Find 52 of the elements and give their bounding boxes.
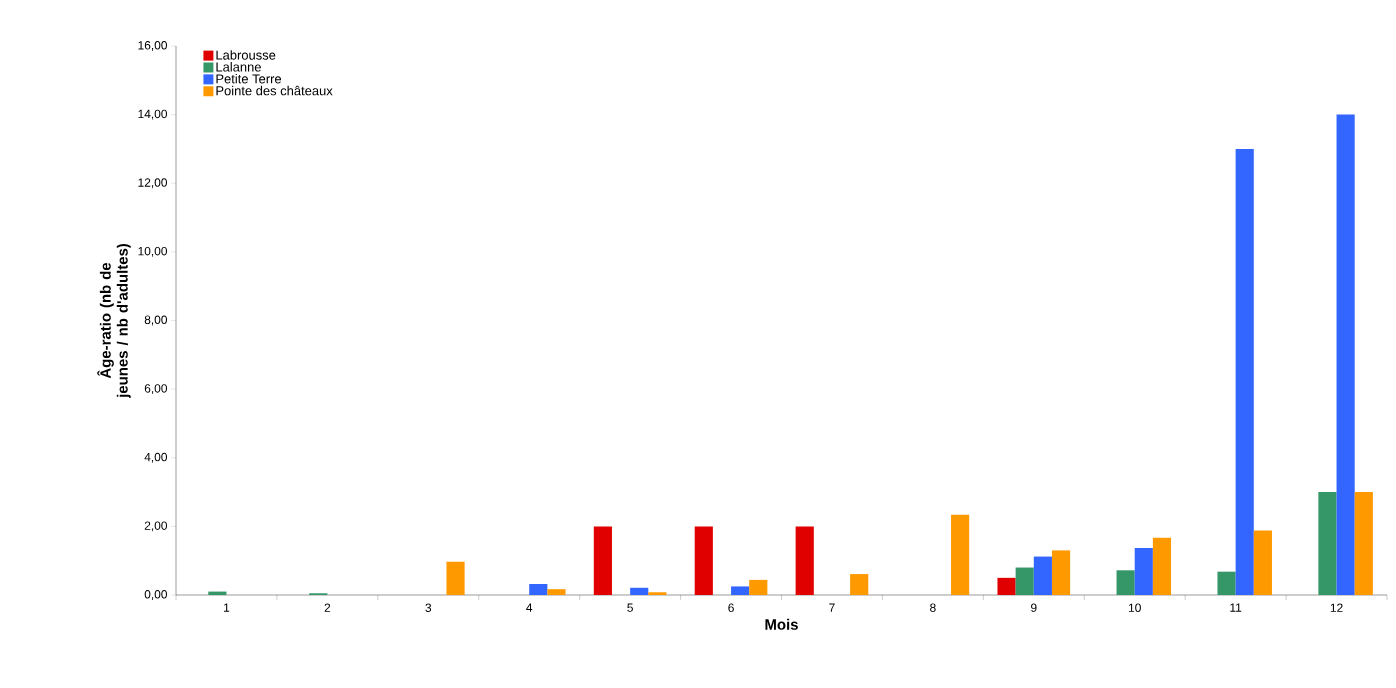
bar <box>1015 567 1034 595</box>
bar <box>795 526 814 595</box>
x-tick-label: 10 <box>1128 603 1141 612</box>
bar <box>1217 571 1236 595</box>
x-tick-label: 1 <box>224 603 230 612</box>
bar <box>731 586 750 595</box>
bar <box>1134 547 1153 595</box>
bar <box>648 592 667 595</box>
bar <box>1116 570 1135 595</box>
bar <box>749 579 768 595</box>
x-tick-label: 11 <box>1230 603 1242 612</box>
x-tick-label: 9 <box>1031 603 1037 612</box>
bar <box>446 561 465 595</box>
y-tick-label: 12,00 <box>138 178 168 189</box>
y-tick-label: 6,00 <box>144 384 168 395</box>
x-tick-label: 8 <box>930 603 936 612</box>
x-axis-title: Mois <box>765 618 798 630</box>
legend-label: Labrousse <box>216 50 276 60</box>
bar <box>997 577 1016 595</box>
bar <box>1318 492 1337 595</box>
bar <box>951 514 970 595</box>
bar <box>850 574 869 595</box>
y-tick-label: 2,00 <box>144 521 168 532</box>
bar <box>694 526 713 595</box>
x-tick-label: 2 <box>324 603 331 612</box>
bar <box>1033 556 1052 595</box>
x-tick-label: 3 <box>425 603 432 612</box>
y-tick-label: 8,00 <box>144 315 168 326</box>
x-tick-label: 4 <box>526 603 533 612</box>
x-tick-label: 12 <box>1330 603 1343 612</box>
y-tick-label: 4,00 <box>144 452 168 463</box>
bar <box>547 589 566 595</box>
bar <box>1336 114 1355 595</box>
bar <box>630 587 649 595</box>
bar <box>1152 537 1172 595</box>
legend-label: Lalanne <box>216 62 261 72</box>
y-tick-label: 0,00 <box>144 590 168 600</box>
bar <box>1051 550 1071 595</box>
y-tick-label: 10,00 <box>138 246 168 257</box>
bar <box>1253 530 1272 595</box>
bar <box>529 584 548 595</box>
y-tick-label: 16,00 <box>138 41 168 51</box>
bar <box>593 526 612 595</box>
x-tick-label: 7 <box>829 603 835 612</box>
x-tick-label: 6 <box>728 603 734 612</box>
bar <box>1354 492 1373 595</box>
y-axis-title: Âge-ratio (nb de jeunes / nb d'adultes) <box>97 243 131 399</box>
legend-label: Pointe des châteaux <box>216 85 333 96</box>
x-tick-label: 5 <box>627 603 633 612</box>
y-tick-label: 14,00 <box>138 109 168 120</box>
legend-label: Petite Terre <box>216 73 282 84</box>
bar <box>1235 148 1254 595</box>
